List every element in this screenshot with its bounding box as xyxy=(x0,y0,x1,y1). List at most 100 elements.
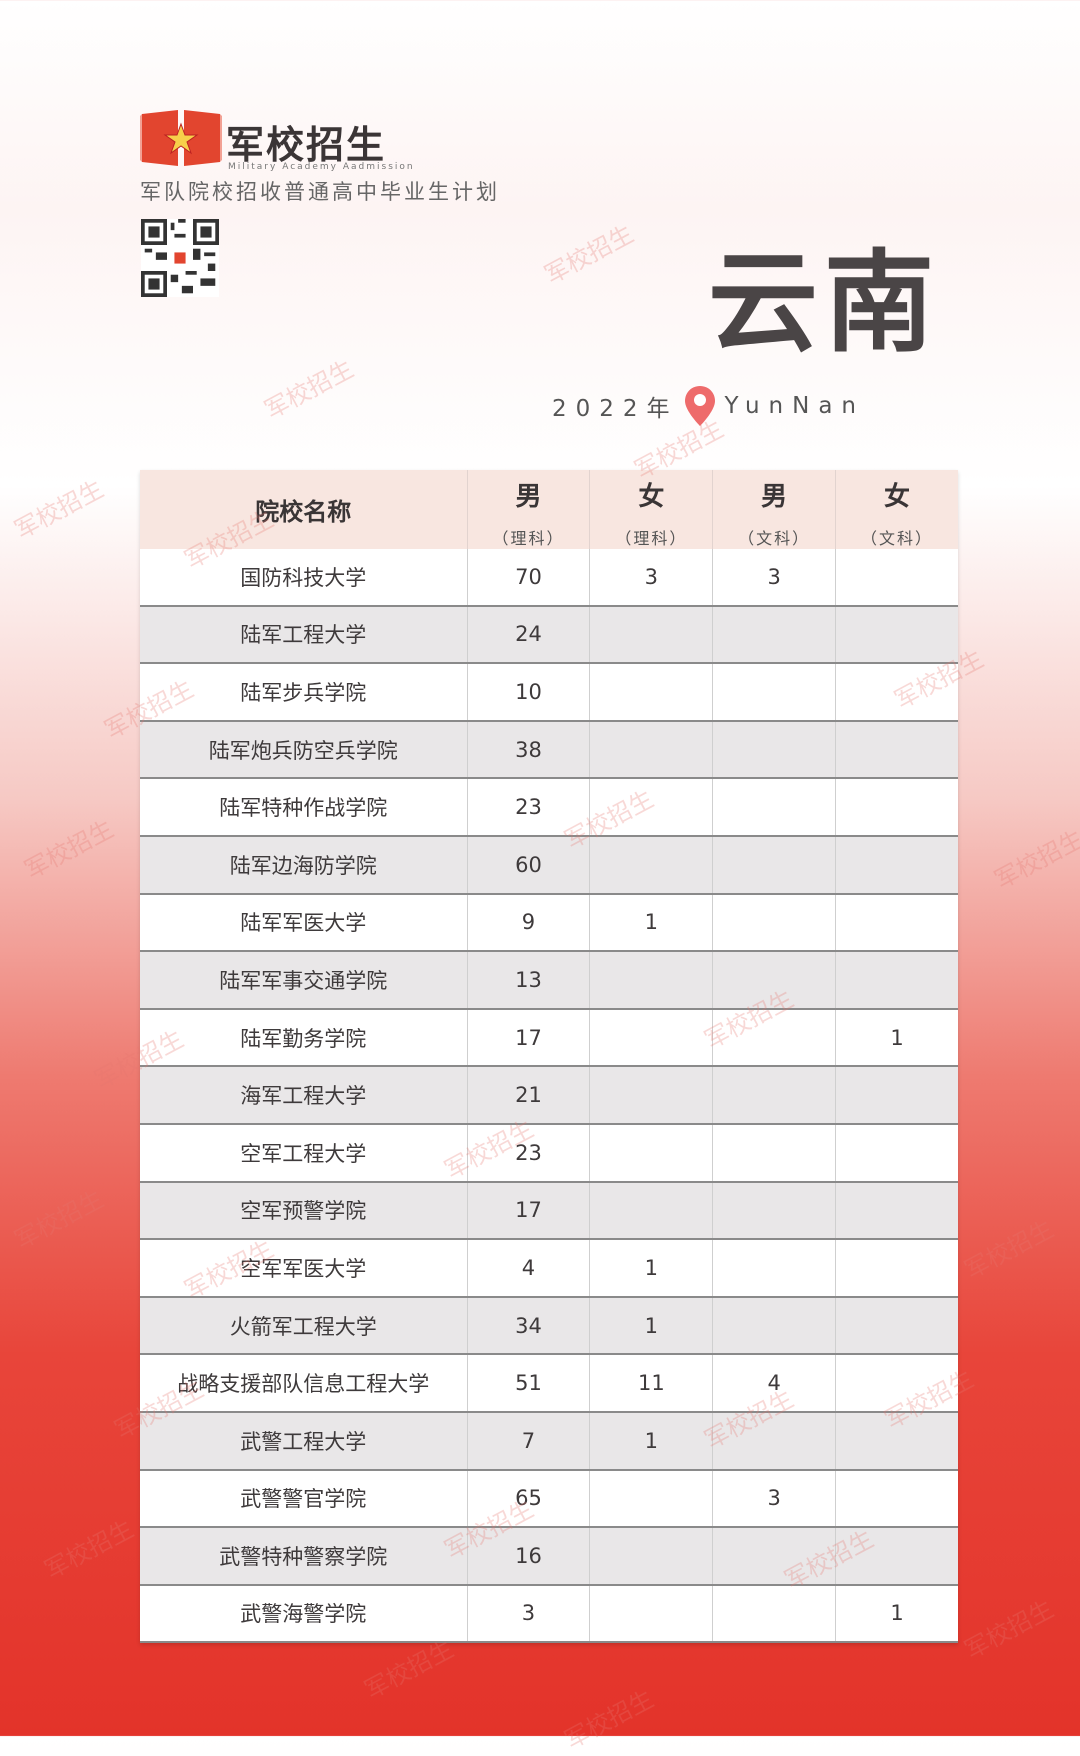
table-row: 武警特种警察学院 16 xyxy=(140,1527,958,1586)
table-row: 陆军特种作战学院 23 xyxy=(140,778,958,837)
table-row: 陆军边海防学院 60 xyxy=(140,835,958,895)
quota-cell xyxy=(589,720,714,780)
quota-cell xyxy=(589,663,714,722)
quota-cell xyxy=(835,893,958,953)
quota-cell: 16 xyxy=(467,1527,591,1586)
school-name-cell: 武警警官学院 xyxy=(140,1469,468,1529)
school-name-cell: 武警工程大学 xyxy=(140,1411,468,1471)
quota-cell xyxy=(835,1123,958,1183)
quota-cell xyxy=(835,835,958,895)
quota-cell xyxy=(589,835,714,895)
watermark: 军校招生 xyxy=(990,824,1080,895)
quota-cell xyxy=(712,605,837,665)
quota-cell xyxy=(835,1527,958,1586)
table-row: 陆军军事交通学院 13 xyxy=(140,951,958,1010)
quota-cell: 10 xyxy=(467,663,591,722)
table-row: 武警警官学院 65 3 xyxy=(140,1469,958,1529)
watermark: 军校招生 xyxy=(40,1514,139,1585)
quota-cell xyxy=(712,1411,837,1471)
quota-cell xyxy=(712,1123,837,1183)
quota-cell xyxy=(589,1123,714,1183)
school-name-cell: 陆军勤务学院 xyxy=(140,1008,468,1068)
quota-cell xyxy=(589,1008,714,1068)
quota-cell: 7 xyxy=(467,1411,591,1471)
quota-cell xyxy=(712,1296,837,1356)
watermark: 军校招生 xyxy=(20,814,119,885)
quota-cell: 65 xyxy=(467,1469,591,1529)
quota-cell xyxy=(835,1469,958,1529)
quota-cell: 60 xyxy=(467,835,591,895)
quota-cell xyxy=(712,1527,837,1586)
watermark: 军校招生 xyxy=(540,219,639,290)
school-name-cell: 战略支援部队信息工程大学 xyxy=(140,1354,468,1413)
quota-cell: 13 xyxy=(467,951,591,1010)
year-label: 2022年 xyxy=(552,396,679,422)
quota-cell xyxy=(712,1584,837,1644)
watermark: 军校招生 xyxy=(960,1594,1059,1665)
watermark: 军校招生 xyxy=(960,1214,1059,1285)
quota-cell: 1 xyxy=(589,1296,714,1356)
quota-cell xyxy=(835,720,958,780)
quota-cell: 24 xyxy=(467,605,591,665)
quota-cell xyxy=(589,778,714,837)
column-header: 男（理科） xyxy=(467,470,591,549)
quota-cell xyxy=(835,951,958,1010)
province-english: YunNan xyxy=(724,393,865,419)
school-name-cell: 陆军炮兵防空兵学院 xyxy=(140,720,468,780)
quota-cell: 38 xyxy=(467,720,591,780)
quota-cell xyxy=(589,605,714,665)
watermark: 军校招生 xyxy=(10,1184,109,1255)
logo-icon xyxy=(140,110,222,166)
school-name-cell: 陆军工程大学 xyxy=(140,605,468,665)
school-name-cell: 海军工程大学 xyxy=(140,1066,468,1125)
location-pin-icon xyxy=(684,386,715,426)
quota-cell: 1 xyxy=(589,1411,714,1471)
quota-cell xyxy=(712,893,837,953)
quota-cell: 3 xyxy=(712,549,837,607)
table-row: 陆军步兵学院 10 xyxy=(140,663,958,722)
quota-cell: 9 xyxy=(467,893,591,953)
table-row: 陆军工程大学 24 xyxy=(140,605,958,665)
table-row: 陆军勤务学院 17 1 xyxy=(140,1008,958,1068)
quota-cell xyxy=(589,1066,714,1125)
province-title: 云南 xyxy=(708,239,940,367)
quota-cell: 23 xyxy=(467,778,591,837)
brand-english: Military Academy Aadmission xyxy=(228,162,415,172)
quota-cell: 1 xyxy=(589,893,714,953)
table-row: 陆军军医大学 9 1 xyxy=(140,893,958,953)
quota-cell xyxy=(712,835,837,895)
quota-cell xyxy=(712,663,837,722)
quota-cell xyxy=(712,1066,837,1125)
quota-cell: 51 xyxy=(467,1354,591,1413)
quota-cell: 34 xyxy=(467,1296,591,1356)
quota-cell: 4 xyxy=(712,1354,837,1413)
quota-cell xyxy=(712,778,837,837)
table-row: 战略支援部队信息工程大学 51 11 4 xyxy=(140,1354,958,1413)
table-row: 武警工程大学 7 1 xyxy=(140,1411,958,1471)
quota-cell xyxy=(835,605,958,665)
quota-cell xyxy=(835,1296,958,1356)
quota-cell: 3 xyxy=(712,1469,837,1529)
school-name-cell: 武警海警学院 xyxy=(140,1584,468,1644)
school-name-cell: 武警特种警察学院 xyxy=(140,1527,468,1586)
quota-cell xyxy=(589,1181,714,1241)
quota-cell: 1 xyxy=(835,1584,958,1644)
quota-cell: 17 xyxy=(467,1181,591,1241)
quota-cell: 3 xyxy=(589,549,714,607)
school-name-cell: 陆军军医大学 xyxy=(140,893,468,953)
quota-cell xyxy=(589,1469,714,1529)
quota-cell xyxy=(835,1239,958,1298)
quota-cell: 17 xyxy=(467,1008,591,1068)
school-name-cell: 火箭军工程大学 xyxy=(140,1296,468,1356)
quota-cell xyxy=(835,1354,958,1413)
watermark: 军校招生 xyxy=(560,1684,659,1755)
quota-cell xyxy=(835,1181,958,1241)
quota-cell xyxy=(589,951,714,1010)
quota-cell: 3 xyxy=(467,1584,591,1644)
quota-cell xyxy=(712,1181,837,1241)
quota-cell: 23 xyxy=(467,1123,591,1183)
brand-name: 军校招生 xyxy=(226,123,387,167)
table-row: 国防科技大学 70 3 3 xyxy=(140,549,958,607)
quota-cell xyxy=(712,720,837,780)
quota-cell xyxy=(835,778,958,837)
